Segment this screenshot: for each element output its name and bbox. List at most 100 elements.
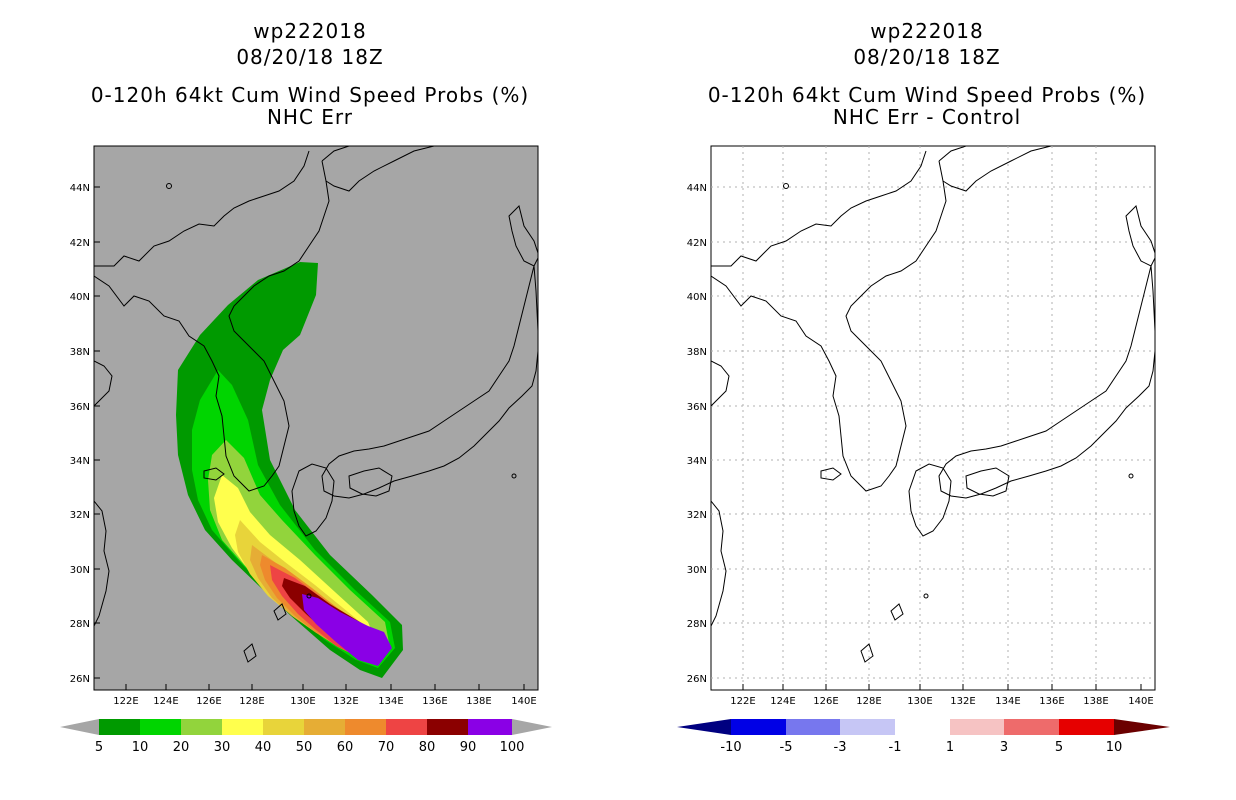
- colorbar-label: 100: [500, 740, 525, 755]
- colorbar-swatch: [181, 719, 222, 735]
- lon-label: 130E: [290, 696, 315, 707]
- colorbar-swatch: [731, 719, 786, 735]
- lat-label: 28N: [687, 619, 707, 630]
- lat-label: 30N: [687, 565, 707, 576]
- left-colorbar: 5 10 20 30 40 50 60 70 80 90 100: [60, 719, 552, 755]
- lon-label: 134E: [378, 696, 403, 707]
- colorbar-low-arrow: [677, 719, 731, 735]
- left-lat-ticks: [94, 186, 100, 679]
- right-lat-labels: 26N 28N 30N 32N 34N 36N 38N 40N 42N 44N: [687, 183, 707, 685]
- colorbar-label: -5: [780, 740, 793, 755]
- colorbar-high-arrow: [1114, 719, 1170, 735]
- lon-label: 122E: [730, 696, 755, 707]
- colorbar-label: 3: [1000, 740, 1008, 755]
- colorbar-label: 5: [95, 740, 103, 755]
- colorbar-swatch: [345, 719, 386, 735]
- colorbar-label: 70: [378, 740, 395, 755]
- lon-label: 138E: [1083, 696, 1108, 707]
- left-lon-ticks: [125, 684, 525, 690]
- lon-label: 136E: [422, 696, 447, 707]
- lat-label: 40N: [70, 292, 90, 303]
- right-map-background: [710, 145, 1156, 691]
- lon-label: 134E: [995, 696, 1020, 707]
- colorbar-swatch: [222, 719, 263, 735]
- colorbar-swatch: [786, 719, 840, 735]
- colorbar-label: 60: [337, 740, 354, 755]
- colorbar-swatch: [1004, 719, 1059, 735]
- lon-label: 140E: [1128, 696, 1153, 707]
- colorbar-swatch: [99, 719, 140, 735]
- lat-label: 38N: [70, 347, 90, 358]
- lon-label: 138E: [466, 696, 491, 707]
- colorbar-swatch: [140, 719, 181, 735]
- colorbar-label: 50: [296, 740, 313, 755]
- left-lat-labels: 26N 28N 30N 32N 34N 36N 38N 40N 42N 44N: [70, 183, 90, 685]
- lat-label: 26N: [687, 674, 707, 685]
- lat-label: 44N: [70, 183, 90, 194]
- colorbar-label: 10: [132, 740, 149, 755]
- colorbar-swatch: [427, 719, 468, 735]
- lon-label: 130E: [907, 696, 932, 707]
- colorbar-swatch: [1059, 719, 1114, 735]
- lat-label: 38N: [687, 347, 707, 358]
- left-subtitle: NHC Err: [266, 105, 354, 129]
- right-gridlines: [711, 146, 1155, 690]
- colorbar-label: 20: [173, 740, 190, 755]
- colorbar-label: 5: [1055, 740, 1063, 755]
- colorbar-swatch: [386, 719, 427, 735]
- lon-label: 122E: [113, 696, 138, 707]
- colorbar-swatch: [304, 719, 345, 735]
- lat-label: 34N: [70, 456, 90, 467]
- colorbar-label: 1: [946, 740, 954, 755]
- lat-label: 36N: [70, 402, 90, 413]
- colorbar-label: 80: [419, 740, 436, 755]
- left-lon-labels: 122E 124E 126E 128E 130E 132E 134E 136E …: [113, 696, 536, 707]
- right-lon-labels: 122E 124E 126E 128E 130E 132E 134E 136E …: [730, 696, 1153, 707]
- left-storm-id: wp222018: [253, 19, 367, 43]
- lat-label: 26N: [70, 674, 90, 685]
- colorbar-low-arrow: [60, 719, 99, 735]
- colorbar-label: 10: [1106, 740, 1123, 755]
- lat-label: 42N: [687, 238, 707, 249]
- colorbar-label: -1: [889, 740, 902, 755]
- right-subtitle: NHC Err - Control: [832, 105, 1022, 129]
- lon-label: 126E: [813, 696, 838, 707]
- right-storm-id: wp222018: [870, 19, 984, 43]
- lon-label: 124E: [153, 696, 178, 707]
- right-datetime: 08/20/18 18Z: [853, 45, 1001, 69]
- lon-label: 126E: [196, 696, 221, 707]
- lat-label: 42N: [70, 238, 90, 249]
- lat-label: 34N: [687, 456, 707, 467]
- colorbar-label: 90: [460, 740, 477, 755]
- lon-label: 128E: [239, 696, 264, 707]
- left-title: wp222018 08/20/18 18Z 0-120h 64kt Cum Wi…: [60, 18, 560, 130]
- colorbar-label: -10: [720, 740, 741, 755]
- right-title: wp222018 08/20/18 18Z 0-120h 64kt Cum Wi…: [677, 18, 1177, 130]
- lon-label: 132E: [333, 696, 358, 707]
- left-product: 0-120h 64kt Cum Wind Speed Probs (%): [90, 83, 530, 107]
- colorbar-swatch: [263, 719, 304, 735]
- lon-label: 136E: [1039, 696, 1064, 707]
- colorbar-swatch: [950, 719, 1004, 735]
- colorbar-label: -3: [834, 740, 847, 755]
- right-product: 0-120h 64kt Cum Wind Speed Probs (%): [707, 83, 1147, 107]
- right-map-panel: 122E 124E 126E 128E 130E 132E 134E 136E …: [677, 145, 1170, 755]
- lat-label: 36N: [687, 402, 707, 413]
- lon-label: 124E: [770, 696, 795, 707]
- colorbar-swatch: [895, 719, 950, 735]
- colorbar-high-arrow: [512, 719, 552, 735]
- left-datetime: 08/20/18 18Z: [236, 45, 384, 69]
- left-probability-swath: [176, 262, 403, 678]
- lat-label: 44N: [687, 183, 707, 194]
- left-map-panel: 122E 124E 126E 128E 130E 132E 134E 136E …: [60, 145, 552, 755]
- colorbar-swatch: [468, 719, 512, 735]
- colorbar-label: 40: [255, 740, 272, 755]
- lat-label: 30N: [70, 565, 90, 576]
- lat-label: 32N: [70, 510, 90, 521]
- right-colorbar: -10 -5 -3 -1 1 3 5 10: [677, 719, 1170, 755]
- lon-label: 128E: [856, 696, 881, 707]
- colorbar-label: 30: [214, 740, 231, 755]
- lon-label: 132E: [950, 696, 975, 707]
- lon-label: 140E: [511, 696, 536, 707]
